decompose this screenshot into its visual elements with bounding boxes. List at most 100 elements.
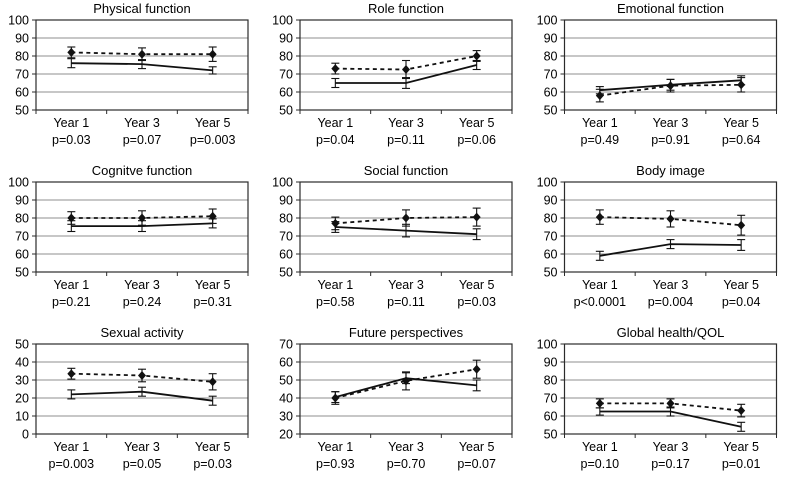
x-category-label: Year 5 [195,278,231,292]
diamond-marker [666,81,675,91]
plot-border [299,181,513,273]
y-tick-label: 50 [279,266,293,280]
chart-title: Future perspectives [349,325,464,340]
x-category-label: Year 3 [124,440,160,454]
p-value-label: p=0.04 [316,133,355,147]
p-value-label: p=0.91 [651,133,690,147]
y-tick-label: 40 [15,356,29,370]
y-tick-label: 80 [279,212,293,226]
y-tick-label: 90 [544,32,558,46]
diamond-marker [331,218,340,228]
x-category-label: Year 1 [582,440,618,454]
diamond-marker [67,47,76,57]
y-tick-label: 80 [15,212,29,226]
y-tick-label: 50 [544,104,558,118]
chart-title: Global health/QOL [617,325,725,340]
y-tick-label: 100 [537,338,558,352]
diamond-marker [472,364,481,374]
chart-canvas-body-image: 50 60 70 80 90 100 Body image Year 1 p<0.0001 Yea… [537,163,778,309]
y-tick-label: 50 [279,104,293,118]
y-tick-label: 20 [279,428,293,442]
p-value-label: p=0.10 [581,457,620,471]
y-tick-label: 70 [279,338,293,352]
x-category-label: Year 1 [317,116,353,130]
series-dashed-line-diamonds [335,368,477,399]
y-tick-label: 80 [544,374,558,388]
x-category-label: Year 5 [459,278,495,292]
p-value-label: p=0.004 [648,295,694,309]
chart-physical-function: 50 60 70 80 90 100 Physical function Year 1 p=0.… [0,0,264,162]
x-category-label: Year 5 [723,440,759,454]
chart-title: Body image [636,163,705,178]
diamond-marker [472,51,481,61]
p-value-label: p=0.05 [123,457,162,471]
y-tick-label: 90 [15,194,29,208]
chart-future-perspectives: 20 30 40 50 60 70 Future perspectives Year 1 p=0… [264,324,528,486]
diamond-marker [737,406,746,416]
p-value-label: p=0.06 [457,133,496,147]
x-category-label: Year 5 [459,440,495,454]
chart-canvas-social-function: 50 60 70 80 90 100 Social function Year 1 p=0.58… [272,163,513,309]
y-tick-label: 70 [544,392,558,406]
diamond-marker [208,49,217,59]
diamond-marker [208,377,217,387]
y-tick-label: 100 [272,14,293,28]
chart-social-function: 50 60 70 80 90 100 Social function Year 1 p=0.58… [264,162,528,324]
x-category-label: Year 3 [124,116,160,130]
p-value-label: p=0.03 [52,133,91,147]
y-tick-label: 60 [279,86,293,100]
x-category-label: Year 1 [317,278,353,292]
diamond-marker [67,213,76,223]
y-tick-label: 80 [544,50,558,64]
chart-canvas-global-health-qol: 50 60 70 80 90 100 Global health/QOL Year 1 p=0.… [537,325,778,471]
p-value-label: p=0.21 [52,295,91,309]
p-value-label: p=0.07 [123,133,162,147]
diamond-marker [208,211,217,221]
diamond-marker [402,213,410,223]
y-tick-label: 30 [279,410,293,424]
x-category-label: Year 5 [723,278,759,292]
y-tick-label: 90 [544,356,558,370]
y-tick-label: 70 [279,230,293,244]
y-tick-label: 60 [544,86,558,100]
chart-role-function: 50 60 70 80 90 100 Role function Year 1 p=0.04 Ye… [264,0,528,162]
x-category-label: Year 1 [53,278,89,292]
y-tick-label: 60 [279,356,293,370]
p-value-label: p=0.003 [49,457,95,471]
plot-border [563,181,778,273]
x-category-label: Year 1 [53,440,89,454]
x-category-label: Year 3 [388,278,424,292]
x-category-label: Year 3 [124,278,160,292]
diamond-marker [331,393,340,403]
y-tick-label: 50 [15,104,29,118]
diamond-marker [472,212,481,222]
plot-border [299,343,513,435]
y-tick-label: 90 [279,32,293,46]
chart-title: Physical function [93,1,191,16]
y-tick-label: 80 [544,212,558,226]
chart-title: Social function [364,163,449,178]
plot-border [299,19,513,111]
y-tick-label: 70 [15,68,29,82]
diamond-marker [67,369,76,379]
diamond-marker [737,80,746,90]
p-value-label: p=0.003 [190,133,236,147]
x-category-label: Year 5 [195,116,231,130]
plot-border [563,343,778,435]
diamond-marker [666,398,675,408]
y-tick-label: 80 [15,50,29,64]
p-value-label: p<0.0001 [574,295,627,309]
y-tick-label: 60 [544,410,558,424]
y-tick-label: 70 [544,68,558,82]
p-value-label: p=0.58 [316,295,355,309]
diamond-marker [595,398,604,408]
x-category-label: Year 3 [388,116,424,130]
x-category-label: Year 5 [459,116,495,130]
plot-border [563,19,778,111]
chart-title: Sexual activity [100,325,184,340]
y-tick-label: 60 [15,248,29,262]
p-value-label: p=0.01 [722,457,761,471]
y-tick-label: 60 [544,248,558,262]
p-value-label: p=0.07 [457,457,496,471]
